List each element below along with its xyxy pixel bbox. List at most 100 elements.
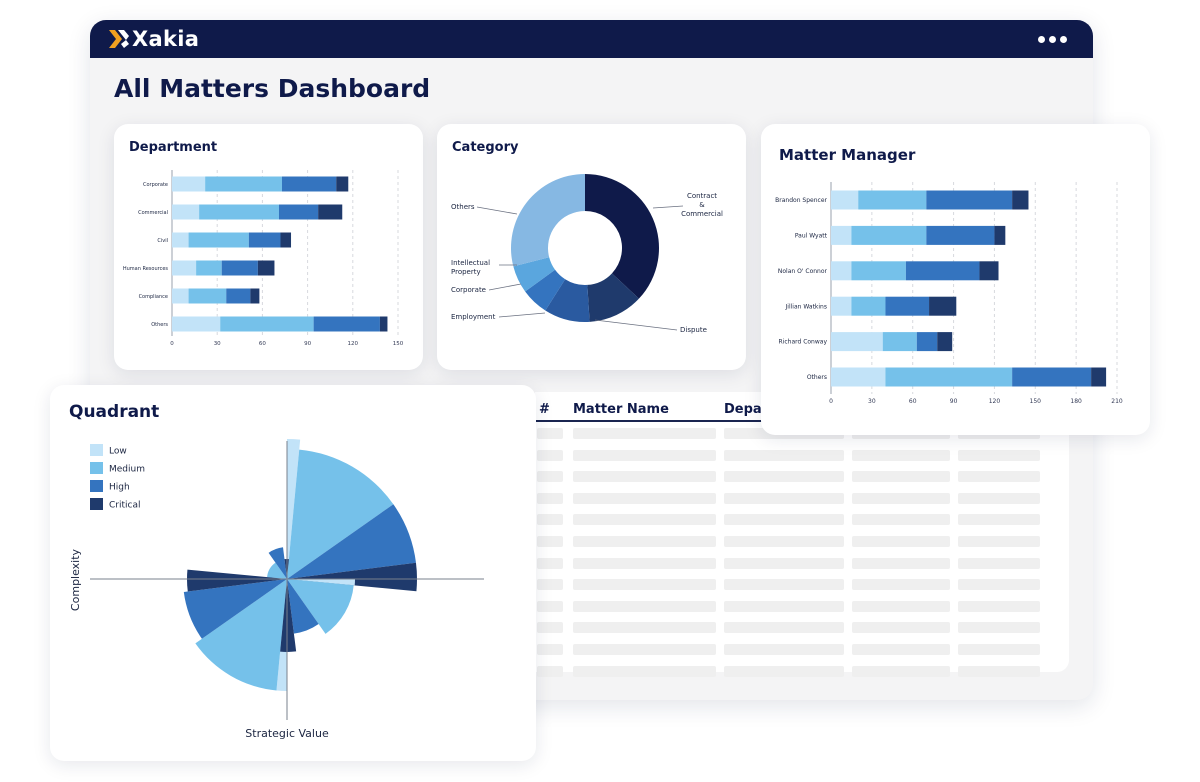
leader-line: [652, 205, 684, 209]
title-bar: Xakia: [90, 20, 1093, 58]
table-cell-placeholder: [852, 557, 950, 569]
bar-nolan-o-connor-high: [905, 261, 980, 281]
leader-line: [498, 312, 546, 318]
x-tick-label: 210: [1111, 398, 1123, 405]
table-cell-placeholder: [852, 622, 950, 634]
category-label-compliance: Compliance: [139, 294, 168, 300]
x-tick-label: 0: [829, 398, 833, 405]
xakia-logo[interactable]: Xakia: [108, 27, 199, 51]
table-cell-placeholder: [537, 579, 563, 591]
table-cell-placeholder: [537, 644, 563, 655]
table-cell-placeholder: [958, 622, 1040, 634]
legend-label-low: Low: [109, 447, 127, 457]
sector-bottom-right-medium: [287, 579, 354, 634]
table-cell-placeholder: [573, 471, 716, 483]
matter-manager-chart: 0 30 60 90 120 150 180 210 Brandon Spencer Paul W…: [775, 182, 1123, 405]
sector-bottom-left-medium: [195, 579, 287, 691]
table-cell-placeholder: [537, 471, 563, 483]
bar-brandon-spencer-high: [926, 190, 1013, 210]
column-header-number[interactable]: #: [539, 402, 550, 417]
leader-line: [594, 319, 678, 331]
table-cell-placeholder: [537, 428, 563, 439]
x-tick-label: 60: [259, 341, 266, 347]
column-header-department[interactable]: Depar: [724, 402, 769, 417]
donut-slice-employment: [545, 279, 590, 322]
logo-text: Xakia: [132, 27, 200, 51]
bar-human-resources-medium: [196, 260, 222, 276]
table-cell-placeholder: [573, 600, 716, 612]
donut-slice-others: [511, 174, 585, 267]
category-label-human-resources: Human Resources: [123, 266, 169, 272]
category-label-brandon-spencer: Brandon Spencer: [775, 197, 827, 204]
bar-paul-wyatt-high: [926, 225, 995, 245]
table-cell-placeholder: [958, 492, 1040, 504]
x-tick-label: 30: [868, 398, 876, 405]
x-tick-label: 120: [348, 341, 359, 347]
bar-nolan-o-connor-critical: [979, 261, 999, 281]
sector-bottom-left-critical: [187, 569, 287, 592]
matter-manager-title: Matter Manager: [779, 146, 916, 164]
slice-label-employment: Employment: [451, 313, 496, 321]
category-label-jillian-watkins: Jillian Watkins: [785, 303, 827, 310]
bar-compliance-high: [226, 288, 251, 304]
bar-corporate-high: [281, 176, 337, 192]
column-header-matter-name[interactable]: Matter Name: [573, 402, 669, 417]
page-title: All Matters Dashboard: [114, 74, 431, 103]
sector-top-right-high: [287, 504, 416, 579]
legend-label-medium: Medium: [109, 465, 145, 475]
x-axis-label: Strategic Value: [245, 727, 329, 740]
donut-slice-dispute: [587, 273, 639, 322]
category-label-paul-wyatt: Paul Wyatt: [795, 233, 828, 240]
table-cell-placeholder: [573, 449, 716, 461]
table-cell-placeholder: [724, 644, 844, 655]
x-tick-label: 180: [1070, 398, 1082, 405]
table-cell-placeholder: [958, 644, 1040, 655]
table-cell-placeholder: [573, 579, 716, 591]
table-cell-placeholder: [852, 644, 950, 655]
donut-slice-contract-commercial: [585, 174, 659, 299]
bar-nolan-o-connor-low: [831, 261, 852, 281]
y-axis-label: Complexity: [69, 548, 82, 611]
bar-corporate-medium: [205, 176, 282, 192]
slice-label-intellectual-property: Intellectual Property: [451, 259, 490, 276]
table-cell-placeholder: [573, 557, 716, 569]
table-cell-placeholder: [852, 471, 950, 483]
table-cell-placeholder: [724, 449, 844, 461]
category-title: Category: [452, 140, 519, 155]
more-horizontal-icon[interactable]: [1036, 30, 1069, 49]
legend-swatch-high: [90, 480, 103, 492]
bar-commercial-high: [278, 204, 319, 220]
bar-human-resources-low: [172, 260, 197, 276]
table-cell-placeholder: [573, 492, 716, 504]
table-cell-placeholder: [537, 622, 563, 634]
bar-commercial-medium: [199, 204, 279, 220]
bar-compliance-low: [172, 288, 189, 304]
table-cell-placeholder: [852, 492, 950, 504]
sector-bottom-right-high: [287, 579, 319, 634]
sector-top-right-critical: [287, 562, 417, 592]
table-cell-placeholder: [573, 644, 716, 655]
matter-manager-card: Matter Manager 0 30 60 90 120 150 180 210 Brando…: [761, 124, 1150, 435]
category-label-civil: Civil: [157, 238, 168, 244]
table-cell-placeholder: [958, 579, 1040, 591]
sector-top-left-high: [268, 547, 287, 579]
sector-bottom-right-critical: [280, 579, 297, 652]
table-cell-placeholder: [573, 428, 716, 439]
bar-civil-low: [172, 232, 189, 248]
slice-label-contract-commercial: Contract & Commercial: [681, 192, 723, 218]
department-chart: 0 30 60 90 120 150 Corporate Commercial Civil Hum…: [123, 170, 404, 347]
donut-slice-intellectual-property: [513, 257, 556, 292]
table-cell-placeholder: [958, 600, 1040, 612]
bar-richard-conway-low: [831, 332, 883, 352]
bar-richard-conway-high: [916, 332, 938, 352]
category-label-commercial: Commercial: [138, 210, 168, 216]
table-cell-placeholder: [724, 622, 844, 634]
bar-jillian-watkins-critical: [929, 296, 957, 316]
category-chart: Contract & Commercial Dispute Employment Corp…: [451, 174, 723, 334]
bar-commercial-low: [172, 204, 200, 220]
table-cell-placeholder: [852, 600, 950, 612]
sector-top-right-low: [287, 439, 301, 579]
bar-compliance-medium: [188, 288, 227, 304]
bar-others-low: [172, 316, 221, 332]
legend-label-high: High: [109, 483, 130, 493]
